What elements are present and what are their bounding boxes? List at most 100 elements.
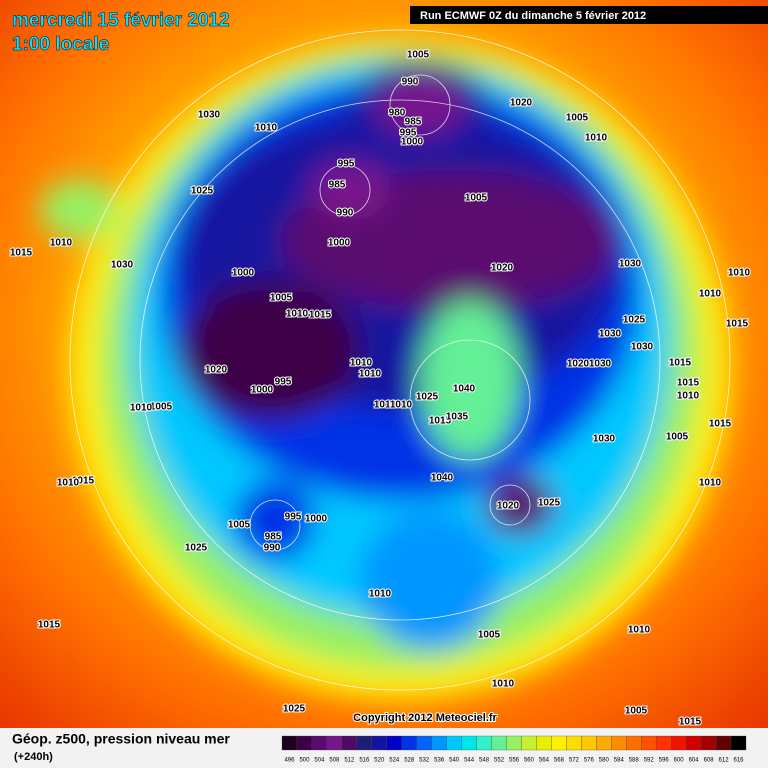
isobar-label: 980 — [389, 108, 406, 119]
isobar-label: 985 — [265, 532, 282, 543]
isobar-label: 1015 — [679, 717, 702, 728]
legend-swatch — [401, 735, 417, 751]
isobar-label: 1030 — [619, 259, 642, 270]
legend-label: 500 — [299, 758, 310, 764]
isobar-label: 990 — [337, 208, 354, 219]
isobar-label: 1000 — [328, 238, 351, 249]
isobar-label: 1010 — [350, 358, 373, 369]
isobar-label: 1010 — [728, 268, 751, 279]
isobar-label: 1010 — [286, 309, 309, 320]
legend-label: 596 — [659, 758, 670, 764]
isobar-label: 1020 — [567, 359, 590, 370]
isobar-label: 1030 — [589, 359, 612, 370]
legend-label: 592 — [644, 758, 655, 764]
height-field — [40, 40, 730, 700]
legend-label: 516 — [359, 758, 370, 764]
legend-label: 556 — [509, 758, 520, 764]
forecast-time: 1:00 locale — [12, 34, 109, 55]
legend-swatch — [431, 735, 447, 751]
legend-label: 600 — [674, 758, 685, 764]
legend-label: 520 — [374, 758, 385, 764]
isobar-label: 995 — [285, 512, 302, 523]
legend-label: 504 — [314, 758, 325, 764]
isobar-label: 1025 — [623, 315, 646, 326]
legend-swatch — [476, 735, 492, 751]
legend-label: 564 — [539, 758, 550, 764]
legend-label: 544 — [464, 758, 475, 764]
isobar-label: 1030 — [631, 342, 654, 353]
isobar-label: 1025 — [185, 543, 208, 554]
isobar-label: 1020 — [491, 263, 514, 274]
isobar-label: 1005 — [270, 293, 293, 304]
isobar-label: 1010 — [50, 238, 73, 249]
isobar-label: 1010 — [255, 123, 278, 134]
legend-label: 584 — [614, 758, 625, 764]
isobar-label: 995 — [275, 377, 292, 388]
isobar-label: 990 — [264, 543, 281, 554]
isobar-label: 995 — [338, 159, 355, 170]
isobar-label: 995 — [400, 128, 417, 139]
legend-label: 612 — [719, 758, 730, 764]
isobar-label: 1025 — [283, 704, 306, 715]
isobar-label: 1010 — [369, 589, 392, 600]
legend-label: 508 — [329, 758, 340, 764]
legend-label: 528 — [404, 758, 415, 764]
legend-label: 572 — [569, 758, 580, 764]
isobar-label: 1015 — [72, 476, 95, 487]
legend-label: 560 — [524, 758, 535, 764]
isobar-label: 1005 — [625, 706, 648, 717]
lead-time: (+240h) — [14, 751, 53, 763]
legend-swatch — [551, 735, 567, 751]
legend-label: 496 — [284, 758, 295, 764]
legend-swatch — [521, 735, 537, 751]
isobar-label: 1005 — [150, 402, 173, 413]
isobar-label: 1020 — [497, 501, 520, 512]
isobar-label: 1040 — [431, 473, 454, 484]
isobar-label: 990 — [402, 77, 419, 88]
legend-swatch — [326, 735, 343, 751]
isobar-label: 1005 — [407, 50, 430, 61]
isobar-label: 1005 — [228, 520, 251, 531]
legend-swatch — [506, 735, 522, 751]
legend-label: 580 — [599, 758, 610, 764]
isobar-label: 985 — [405, 117, 422, 128]
isobar-label: 1015 — [669, 358, 692, 369]
forecast-date: mercredi 15 février 2012 — [12, 10, 230, 31]
legend-swatch — [566, 735, 582, 751]
isobar-label: 1020 — [510, 98, 533, 109]
legend-label: 576 — [584, 758, 595, 764]
isobar-label: 1025 — [191, 186, 214, 197]
isobar-label: 1030 — [599, 329, 622, 340]
isobar-label: 1010 — [390, 400, 413, 411]
isobar-label: 1010 — [374, 400, 397, 411]
legend-label: 512 — [344, 758, 355, 764]
isobar-label: 1025 — [416, 392, 439, 403]
legend-swatch — [356, 735, 372, 751]
legend-label: 608 — [704, 758, 715, 764]
legend-label: 532 — [419, 758, 430, 764]
legend-swatch — [700, 735, 717, 751]
isobar-label: 1015 — [726, 319, 749, 330]
isobars — [69, 29, 731, 691]
legend-swatch — [491, 735, 507, 751]
legend-label: 568 — [554, 758, 565, 764]
isobar-label: 1000 — [305, 514, 328, 525]
legend-swatch — [671, 735, 687, 751]
isobar-label: 1030 — [198, 110, 221, 121]
legend: 496 500 504 508 512 516 520 524 528 532 536 540 544 5… — [281, 735, 747, 764]
isobar-label: 1010 — [492, 679, 515, 690]
legend-label: 524 — [389, 758, 400, 764]
legend-swatch — [311, 735, 328, 751]
isobar-label: 1015 — [429, 416, 452, 427]
legend-label: 588 — [629, 758, 640, 764]
isobar-label: 985 — [329, 180, 346, 191]
isobar-label: 1015 — [709, 419, 732, 430]
isobar-label: 1030 — [593, 434, 616, 445]
isobar-label: 1000 — [401, 137, 424, 148]
isobar-label: 1010 — [699, 289, 722, 300]
isobar-label: 1010 — [57, 478, 80, 489]
legend-label: 548 — [479, 758, 490, 764]
isobar-label: 1005 — [465, 193, 488, 204]
